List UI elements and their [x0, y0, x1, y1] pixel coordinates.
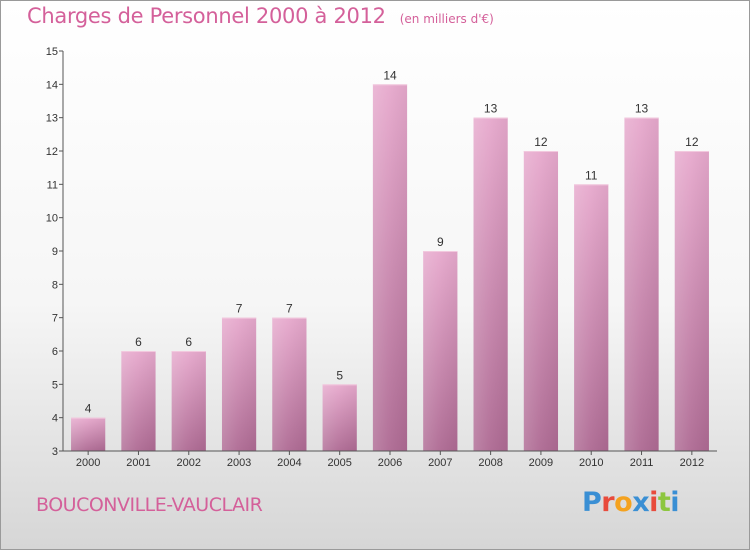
chart-title: Charges de Personnel 2000 à 2012 (en mill…	[27, 4, 494, 28]
y-tick-label: 3	[52, 446, 58, 458]
x-tick-label: 2001	[126, 457, 150, 469]
title-unit: (en milliers d'€)	[399, 12, 494, 26]
y-tick-label: 12	[46, 146, 58, 158]
bars-group: 4 6 6 7 7 5 14 9 13 12 11 13 12	[71, 68, 709, 452]
logo-letter: r	[601, 487, 615, 518]
x-tick-label: 2000	[76, 457, 100, 469]
y-tick-label: 6	[52, 346, 58, 358]
bar-sheen	[574, 184, 609, 452]
y-tick-label: 9	[52, 246, 58, 258]
x-tick-label: 2006	[378, 457, 402, 469]
bar-sheen	[523, 151, 559, 451]
bar-sheen	[674, 151, 709, 451]
y-tick-label: 5	[52, 379, 58, 391]
logo-letter: t	[657, 487, 671, 518]
logo-letter: i	[670, 487, 680, 518]
y-tick-label: 11	[47, 179, 58, 191]
bar-sheen	[423, 251, 458, 451]
x-tick-label: 2011	[630, 457, 654, 469]
x-axis: 2000 2001 2002 2003 2004 2005 2006 2007 2008 2009…	[63, 450, 717, 469]
x-tick-label: 2008	[478, 457, 502, 469]
y-tick-label: 15	[46, 46, 58, 58]
logo-letter: P	[582, 487, 602, 518]
commune-name: BOUCONVILLE-VAUCLAIR	[36, 494, 263, 516]
bar-sheen	[473, 117, 508, 452]
bar-sheen	[272, 317, 307, 451]
logo-letter: i	[649, 487, 658, 518]
bar-data-label: 11	[585, 168, 598, 182]
bar-data-label: 14	[383, 68, 397, 82]
bar-sheen	[121, 351, 156, 451]
x-tick-label: 2004	[277, 457, 301, 469]
x-tick-label: 2003	[227, 457, 251, 469]
y-axis: 3 4 5 6 7 8 9 10 11 12 13 14 15	[46, 46, 64, 458]
x-tick-label: 2010	[579, 457, 603, 469]
bar-data-label: 7	[286, 302, 293, 316]
x-tick-label: 2005	[327, 457, 351, 469]
bar-data-label: 7	[236, 302, 243, 316]
bar-data-label: 13	[484, 102, 498, 116]
bar-data-label: 4	[85, 402, 92, 416]
logo-letter: o	[614, 487, 633, 518]
y-tick-label: 10	[46, 213, 58, 225]
proxiti-logo: Proxiti	[582, 487, 680, 518]
bar-data-label: 6	[185, 335, 192, 349]
x-tick-label: 2012	[680, 457, 704, 469]
logo-letter: x	[632, 487, 650, 518]
y-tick-label: 7	[52, 313, 58, 325]
bar-data-label: 12	[534, 135, 548, 149]
bar-data-label: 9	[437, 235, 444, 249]
x-tick-label: 2007	[428, 457, 452, 469]
bar-sheen	[322, 384, 357, 451]
x-tick-label: 2009	[529, 457, 553, 469]
y-tick-label: 4	[52, 413, 58, 425]
y-tick-label: 14	[46, 79, 58, 91]
bar-sheen	[71, 417, 106, 451]
bar-sheen	[372, 84, 408, 451]
bar-data-label: 12	[685, 135, 699, 149]
bar-data-label: 6	[135, 335, 142, 349]
bar-sheen	[221, 317, 257, 451]
bar-data-label: 5	[336, 368, 343, 382]
bar-data-label: 13	[635, 102, 649, 116]
bar-sheen	[624, 117, 659, 452]
bar-sheen	[171, 351, 206, 451]
y-tick-label: 8	[52, 279, 58, 291]
y-tick-label: 13	[46, 113, 58, 125]
x-tick-label: 2002	[177, 457, 201, 469]
title-text: Charges de Personnel 2000 à 2012	[27, 4, 386, 28]
